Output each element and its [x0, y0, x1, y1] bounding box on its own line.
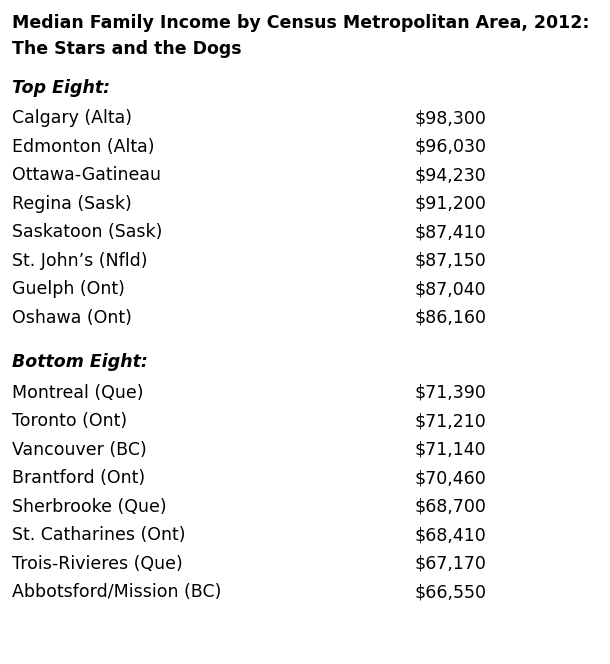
Text: Guelph (Ont): Guelph (Ont) [12, 280, 125, 299]
Text: $67,170: $67,170 [415, 555, 487, 573]
Text: $98,300: $98,300 [415, 110, 487, 127]
Text: $68,700: $68,700 [415, 498, 487, 516]
Text: $87,150: $87,150 [415, 252, 487, 270]
Text: Brantford (Ont): Brantford (Ont) [12, 469, 145, 487]
Text: Saskatoon (Sask): Saskatoon (Sask) [12, 224, 162, 242]
Text: $86,160: $86,160 [415, 309, 487, 327]
Text: Median Family Income by Census Metropolitan Area, 2012:: Median Family Income by Census Metropoli… [12, 14, 589, 32]
Text: $96,030: $96,030 [415, 138, 487, 156]
Text: $66,550: $66,550 [415, 584, 487, 602]
Text: Oshawa (Ont): Oshawa (Ont) [12, 309, 132, 327]
Text: $68,410: $68,410 [415, 527, 487, 544]
Text: Top Eight:: Top Eight: [12, 79, 110, 97]
Text: Calgary (Alta): Calgary (Alta) [12, 110, 132, 127]
Text: The Stars and the Dogs: The Stars and the Dogs [12, 41, 242, 58]
Text: $87,410: $87,410 [415, 224, 487, 242]
Text: St. Catharines (Ont): St. Catharines (Ont) [12, 527, 185, 544]
Text: $71,390: $71,390 [415, 384, 487, 402]
Text: $71,210: $71,210 [415, 412, 487, 430]
Text: Sherbrooke (Que): Sherbrooke (Que) [12, 498, 167, 516]
Text: Ottawa-Gatineau: Ottawa-Gatineau [12, 167, 161, 185]
Text: $94,230: $94,230 [415, 167, 487, 185]
Text: $91,200: $91,200 [415, 195, 487, 213]
Text: $87,040: $87,040 [415, 280, 487, 299]
Text: St. John’s (Nfld): St. John’s (Nfld) [12, 252, 148, 270]
Text: $70,460: $70,460 [415, 469, 487, 487]
Text: $71,140: $71,140 [415, 441, 487, 459]
Text: Regina (Sask): Regina (Sask) [12, 195, 132, 213]
Text: Vancouver (BC): Vancouver (BC) [12, 441, 147, 459]
Text: Montreal (Que): Montreal (Que) [12, 384, 143, 402]
Text: Edmonton (Alta): Edmonton (Alta) [12, 138, 154, 156]
Text: Trois-Rivieres (Que): Trois-Rivieres (Que) [12, 555, 183, 573]
Text: Toronto (Ont): Toronto (Ont) [12, 412, 127, 430]
Text: Bottom Eight:: Bottom Eight: [12, 353, 148, 371]
Text: Abbotsford/Mission (BC): Abbotsford/Mission (BC) [12, 584, 221, 602]
